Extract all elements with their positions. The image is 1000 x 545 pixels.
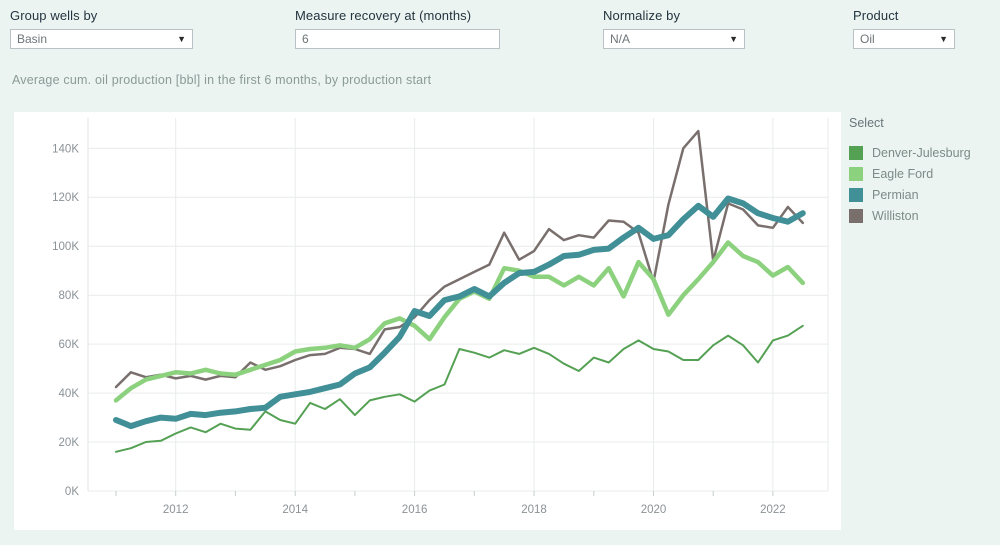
chevron-down-icon: ▼ xyxy=(729,33,738,44)
legend-label: Eagle Ford xyxy=(872,167,934,181)
x-axis-tick-label: 2014 xyxy=(282,504,308,516)
y-axis-tick-label: 80K xyxy=(59,290,80,302)
normalize-by-select[interactable]: N/A ▼ xyxy=(603,29,745,49)
measure-recovery-input[interactable] xyxy=(295,29,500,49)
legend-label: Permian xyxy=(872,188,919,202)
legend-item-williston[interactable]: Williston xyxy=(849,209,999,223)
legend-swatch xyxy=(849,188,863,202)
x-axis-tick-label: 2012 xyxy=(163,504,189,516)
series-line-permian[interactable] xyxy=(113,195,806,430)
product-label: Product xyxy=(853,8,899,23)
y-axis-tick-label: 120K xyxy=(52,192,79,204)
legend-items: Denver-Julesburg Eagle Ford Permian Willist… xyxy=(849,146,999,223)
chart-title: Average cum. oil production [bbl] in the… xyxy=(12,73,432,87)
chevron-down-icon: ▼ xyxy=(177,33,186,44)
y-axis-tick-label: 0K xyxy=(65,486,79,498)
legend-swatch xyxy=(849,209,863,223)
chart-panel: 0K 20K 40K 60K 80K 100K 120K 140K 2012 2014 2016 20… xyxy=(14,112,841,530)
group-wells-by-select[interactable]: Basin ▼ xyxy=(10,29,193,49)
y-axis-tick-label: 100K xyxy=(52,241,79,253)
legend-item-eagle-ford[interactable]: Eagle Ford xyxy=(849,167,999,181)
production-line-chart[interactable]: 0K 20K 40K 60K 80K 100K 120K 140K 2012 2014 2016 20… xyxy=(14,112,841,530)
control-normalize-by: Normalize by N/A ▼ xyxy=(603,8,745,49)
legend: Select Denver-Julesburg Eagle Ford Permian… xyxy=(849,116,999,230)
legend-swatch xyxy=(849,167,863,181)
x-axis-tick-label: 2022 xyxy=(760,504,786,516)
normalize-by-label: Normalize by xyxy=(603,8,681,23)
series-line-williston[interactable] xyxy=(114,129,805,389)
group-wells-by-label: Group wells by xyxy=(10,8,98,23)
control-product: Product Oil ▼ xyxy=(853,8,955,49)
x-axis-tick-label: 2020 xyxy=(641,504,667,516)
control-group-wells-by: Group wells by Basin ▼ xyxy=(10,8,193,49)
product-select[interactable]: Oil ▼ xyxy=(853,29,955,49)
legend-swatch xyxy=(849,146,863,160)
normalize-by-value: N/A xyxy=(610,32,631,46)
legend-label: Denver-Julesburg xyxy=(872,146,971,160)
group-wells-by-value: Basin xyxy=(17,32,48,46)
product-value: Oil xyxy=(860,32,875,46)
y-axis-tick-label: 20K xyxy=(59,437,80,449)
x-axis-tick-label: 2016 xyxy=(402,504,428,516)
legend-item-permian[interactable]: Permian xyxy=(849,188,999,202)
control-measure-recovery: Measure recovery at (months) xyxy=(295,8,500,49)
series-line-denver-julesburg[interactable] xyxy=(115,324,804,453)
x-axis-tick-label: 2018 xyxy=(521,504,547,516)
legend-label: Williston xyxy=(872,209,919,223)
legend-title: Select xyxy=(849,116,884,130)
chevron-down-icon: ▼ xyxy=(939,33,948,44)
y-axis-tick-label: 60K xyxy=(59,339,80,351)
legend-item-denver-julesburg[interactable]: Denver-Julesburg xyxy=(849,146,999,160)
measure-recovery-label: Measure recovery at (months) xyxy=(295,8,472,23)
y-axis-tick-label: 40K xyxy=(59,388,80,400)
y-axis-tick-label: 140K xyxy=(52,143,79,155)
